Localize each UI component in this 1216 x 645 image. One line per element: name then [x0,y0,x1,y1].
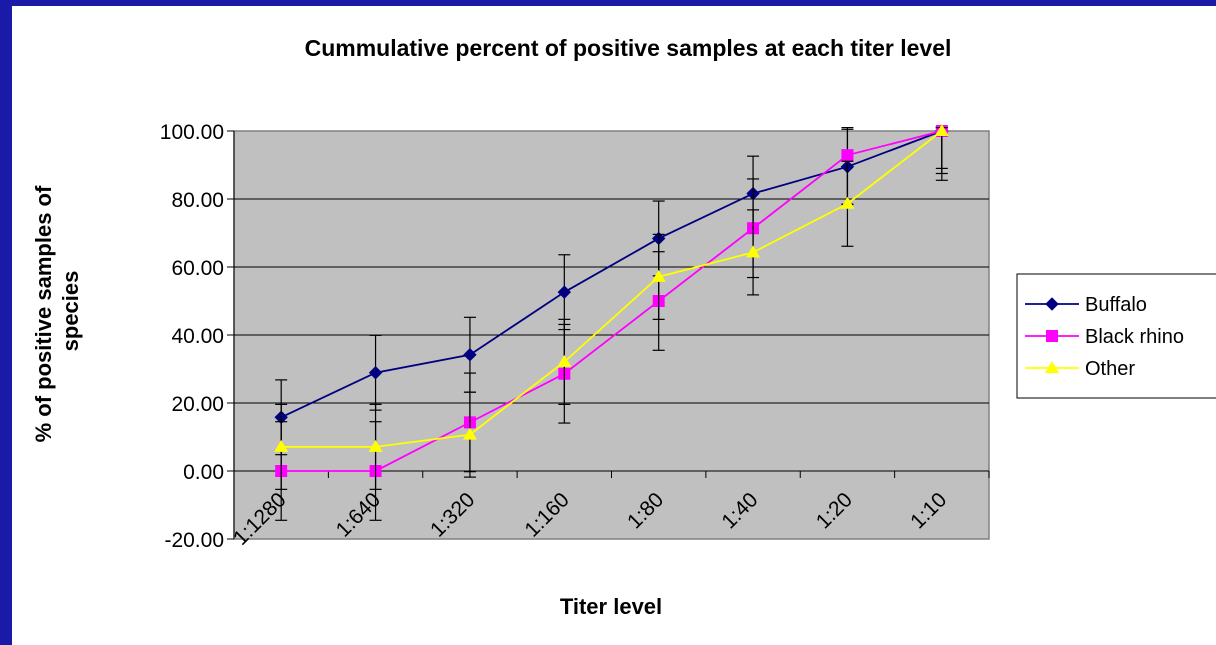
y-axis-title-line-2: species [58,271,83,352]
y-tick-label: 100.00 [160,121,224,144]
legend-entry-buffalo: Buffalo [1025,294,1147,316]
data-point [368,439,383,452]
y-axis-title-line-1: % of positive samples of [31,185,56,442]
x-axis-title: Titer level [560,594,662,619]
legend-marker [1045,297,1059,311]
y-tick-labels: 100.00 80.00 60.00 40.00 20.00 0.00 -20.00 [160,121,224,552]
legend-entry-other: Other [1025,358,1135,380]
legend-marker [1046,330,1058,342]
data-point [557,285,572,299]
series-layer [274,124,949,521]
legend-label: Other [1085,358,1135,380]
data-point [274,439,289,452]
y-tick-label: 40.00 [171,325,224,348]
y-tick-label: -20.00 [164,529,224,552]
data-point [463,348,477,362]
data-point [368,366,383,380]
data-point [651,269,666,282]
chart-frame: Cummulative percent of positive samples … [12,6,1216,645]
data-point [557,354,572,367]
chart-title: Cummulative percent of positive samples … [305,35,952,61]
chart-svg: Cummulative percent of positive samples … [31,35,1216,619]
y-tick-label: 20.00 [171,393,224,416]
series-line [281,130,943,448]
data-point [841,149,854,162]
y-axis-title: % of positive samples of species [31,180,83,443]
series-line [280,130,943,419]
legend-entry-black-rhino: Black rhino [1025,326,1184,348]
legend: Buffalo Black rhino Other [1016,273,1216,399]
series-line [281,130,943,472]
y-tick-label: 60.00 [171,257,224,280]
y-tick-label: 80.00 [171,189,224,212]
data-point [462,427,477,440]
data-point [746,245,761,258]
y-tick-label: 0.00 [183,461,224,484]
data-point [840,196,855,209]
series-other [274,124,949,490]
legend-label: Black rhino [1085,326,1184,348]
legend-label: Buffalo [1085,294,1147,316]
data-point [934,124,949,136]
legend-marker [1045,361,1059,373]
